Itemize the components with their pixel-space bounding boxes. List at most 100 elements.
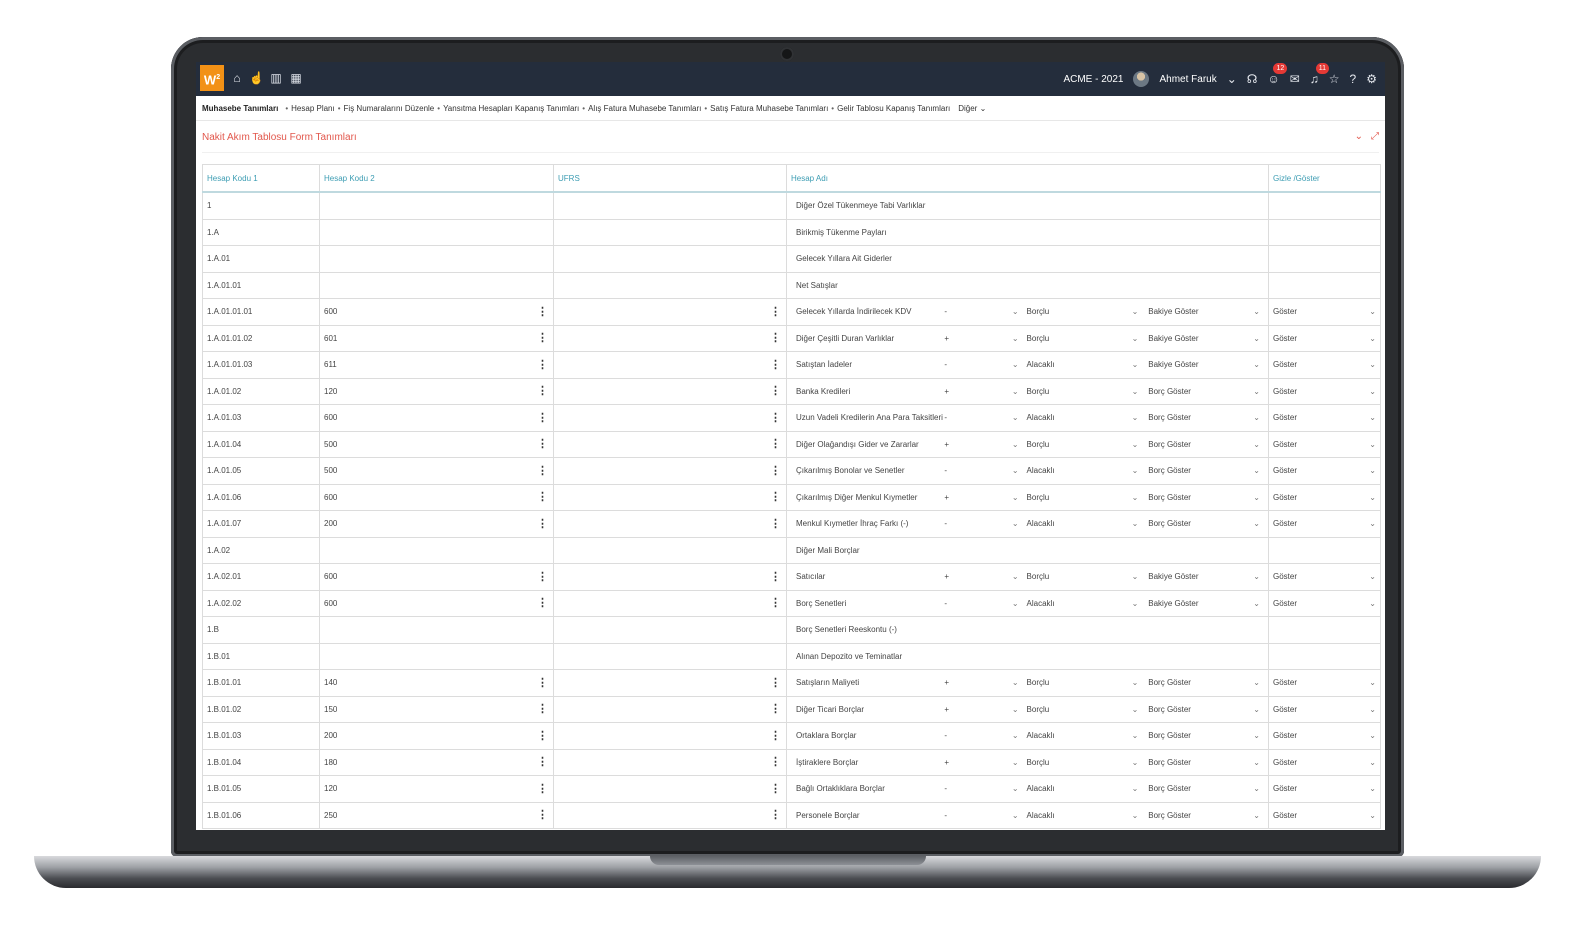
column-header[interactable]: Hesap Kodu 1: [202, 164, 320, 193]
balance-type-select[interactable]: Borçlu ⌄: [1027, 334, 1147, 343]
gizle-goster-select[interactable]: Göster ⌄: [1268, 298, 1381, 326]
gizle-goster-select[interactable]: Göster ⌄: [1268, 430, 1381, 458]
gizle-goster-select[interactable]: Göster ⌄: [1268, 324, 1381, 352]
nav-item[interactable]: Fiş Numaralarını Düzenle: [343, 103, 435, 113]
column-header[interactable]: Hesap Adı: [786, 164, 1269, 193]
ufrs-cell[interactable]: ⋮: [553, 430, 787, 458]
more-vertical-icon[interactable]: ⋮: [537, 703, 548, 716]
show-type-select[interactable]: Borç Göster ⌄: [1146, 519, 1267, 528]
show-type-select[interactable]: Borç Göster ⌄: [1146, 466, 1267, 475]
more-vertical-icon[interactable]: ⋮: [770, 570, 781, 583]
hesap-kodu-2-cell[interactable]: 600 ⋮: [319, 298, 554, 326]
more-vertical-icon[interactable]: ⋮: [537, 332, 548, 345]
gizle-goster-select[interactable]: Göster ⌄: [1268, 510, 1381, 538]
ufrs-cell[interactable]: ⋮: [553, 695, 787, 723]
headset-icon[interactable]: ☊: [1246, 72, 1258, 86]
sign-select[interactable]: - ⌄: [944, 731, 1026, 740]
expand-icon[interactable]: ⤢: [1371, 131, 1379, 142]
gizle-goster-select[interactable]: Göster ⌄: [1268, 748, 1381, 776]
more-vertical-icon[interactable]: ⋮: [537, 438, 548, 451]
hesap-kodu-2-cell[interactable]: 600 ⋮: [319, 404, 554, 432]
gizle-goster-select[interactable]: Göster ⌄: [1268, 775, 1381, 803]
more-vertical-icon[interactable]: ⋮: [770, 411, 781, 424]
balance-type-select[interactable]: Borçlu ⌄: [1027, 440, 1147, 449]
more-vertical-icon[interactable]: ⋮: [770, 782, 781, 795]
gizle-goster-select[interactable]: Göster ⌄: [1268, 801, 1381, 829]
notifications-button[interactable]: ☺ 12: [1267, 63, 1288, 86]
ufrs-cell[interactable]: ⋮: [553, 483, 787, 511]
nav-item[interactable]: Hesap Planı: [291, 103, 335, 113]
ufrs-cell[interactable]: ⋮: [553, 722, 787, 750]
more-vertical-icon[interactable]: ⋮: [537, 305, 548, 318]
sign-select[interactable]: - ⌄: [944, 599, 1026, 608]
gizle-goster-select[interactable]: Göster ⌄: [1268, 669, 1381, 697]
show-type-select[interactable]: Borç Göster ⌄: [1146, 440, 1267, 449]
more-vertical-icon[interactable]: ⋮: [770, 464, 781, 477]
hesap-kodu-2-cell[interactable]: 120 ⋮: [319, 377, 554, 405]
column-header[interactable]: Gizle /Göster: [1268, 164, 1381, 193]
balance-type-select[interactable]: Borçlu ⌄: [1027, 387, 1147, 396]
ufrs-cell[interactable]: ⋮: [553, 298, 787, 326]
user-name[interactable]: Ahmet Faruk: [1159, 73, 1217, 85]
gizle-goster-select[interactable]: Göster ⌄: [1268, 377, 1381, 405]
more-vertical-icon[interactable]: ⋮: [537, 358, 548, 371]
more-vertical-icon[interactable]: ⋮: [770, 491, 781, 504]
more-vertical-icon[interactable]: ⋮: [770, 729, 781, 742]
sign-select[interactable]: + ⌄: [944, 387, 1026, 396]
app-logo[interactable]: W2: [200, 65, 224, 91]
more-vertical-icon[interactable]: ⋮: [537, 517, 548, 530]
balance-type-select[interactable]: Borçlu ⌄: [1027, 307, 1147, 316]
ufrs-cell[interactable]: ⋮: [553, 801, 787, 829]
sign-select[interactable]: + ⌄: [944, 678, 1026, 687]
hesap-kodu-2-cell[interactable]: 200 ⋮: [319, 510, 554, 538]
ufrs-cell[interactable]: ⋮: [553, 457, 787, 485]
more-vertical-icon[interactable]: ⋮: [770, 385, 781, 398]
show-type-select[interactable]: Bakiye Göster ⌄: [1146, 334, 1267, 343]
ufrs-cell[interactable]: ⋮: [553, 377, 787, 405]
hesap-kodu-2-cell[interactable]: 600 ⋮: [319, 589, 554, 617]
nav-item[interactable]: Gelir Tablosu Kapanış Tanımları: [837, 103, 951, 113]
hesap-kodu-2-cell[interactable]: 200 ⋮: [319, 722, 554, 750]
balance-type-select[interactable]: Borçlu ⌄: [1027, 493, 1147, 502]
sign-select[interactable]: + ⌄: [944, 758, 1026, 767]
sign-select[interactable]: - ⌄: [944, 519, 1026, 528]
hesap-kodu-2-cell[interactable]: 601 ⋮: [319, 324, 554, 352]
gizle-goster-select[interactable]: Göster ⌄: [1268, 404, 1381, 432]
show-type-select[interactable]: Borç Göster ⌄: [1146, 731, 1267, 740]
collapse-icon[interactable]: ⌄: [1354, 131, 1363, 142]
more-vertical-icon[interactable]: ⋮: [537, 570, 548, 583]
nav-item[interactable]: Satış Fatura Muhasebe Tanımları: [710, 103, 829, 113]
column-header[interactable]: Hesap Kodu 2: [319, 164, 554, 193]
balance-type-select[interactable]: Borçlu ⌄: [1027, 678, 1147, 687]
nav-item[interactable]: Alış Fatura Muhasebe Tanımları: [588, 103, 702, 113]
more-vertical-icon[interactable]: ⋮: [537, 464, 548, 477]
gizle-goster-select[interactable]: Göster ⌄: [1268, 563, 1381, 591]
balance-type-select[interactable]: Alacaklı ⌄: [1027, 413, 1147, 422]
ufrs-cell[interactable]: ⋮: [553, 589, 787, 617]
ufrs-cell[interactable]: ⋮: [553, 324, 787, 352]
more-vertical-icon[interactable]: ⋮: [537, 756, 548, 769]
hand-icon[interactable]: ☝: [249, 71, 264, 85]
sign-select[interactable]: + ⌄: [944, 572, 1026, 581]
more-vertical-icon[interactable]: ⋮: [537, 491, 548, 504]
nav-more-dropdown[interactable]: Diğer ⌄: [958, 104, 986, 113]
balance-type-select[interactable]: Alacaklı ⌄: [1027, 784, 1147, 793]
gizle-goster-select[interactable]: Göster ⌄: [1268, 589, 1381, 617]
calendar-icon[interactable]: ▦: [290, 71, 302, 85]
more-vertical-icon[interactable]: ⋮: [770, 517, 781, 530]
more-vertical-icon[interactable]: ⋮: [537, 385, 548, 398]
more-vertical-icon[interactable]: ⋮: [537, 597, 548, 610]
balance-type-select[interactable]: Alacaklı ⌄: [1027, 466, 1147, 475]
hesap-kodu-2-cell[interactable]: 500 ⋮: [319, 430, 554, 458]
balance-type-select[interactable]: Alacaklı ⌄: [1027, 599, 1147, 608]
show-type-select[interactable]: Borç Göster ⌄: [1146, 811, 1267, 820]
ufrs-cell[interactable]: ⋮: [553, 748, 787, 776]
ufrs-cell[interactable]: ⋮: [553, 351, 787, 379]
home-icon[interactable]: ⌂: [233, 71, 241, 85]
nav-current[interactable]: Muhasebe Tanımları: [202, 103, 279, 113]
show-type-select[interactable]: Borç Göster ⌄: [1146, 784, 1267, 793]
ufrs-cell[interactable]: ⋮: [553, 775, 787, 803]
company-label[interactable]: ACME - 2021: [1063, 73, 1124, 85]
sign-select[interactable]: + ⌄: [944, 705, 1026, 714]
show-type-select[interactable]: Bakiye Göster ⌄: [1146, 360, 1267, 369]
